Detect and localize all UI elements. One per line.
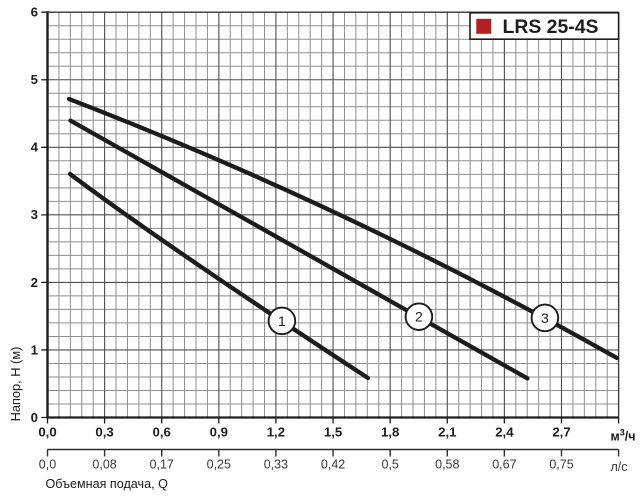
svg-text:м3/ч: м3/ч bbox=[611, 428, 636, 444]
svg-text:1: 1 bbox=[278, 313, 286, 329]
svg-text:2: 2 bbox=[415, 309, 423, 325]
svg-text:Напор, Н (м): Напор, Н (м) bbox=[8, 347, 23, 422]
svg-text:0,0: 0,0 bbox=[38, 425, 56, 440]
svg-text:4: 4 bbox=[31, 140, 39, 155]
svg-text:1,2: 1,2 bbox=[267, 425, 285, 440]
svg-text:0,17: 0,17 bbox=[150, 458, 174, 472]
svg-text:1,8: 1,8 bbox=[381, 425, 399, 440]
svg-text:6: 6 bbox=[31, 5, 38, 20]
svg-text:3: 3 bbox=[541, 310, 549, 326]
svg-text:3: 3 bbox=[31, 207, 38, 222]
svg-text:0,25: 0,25 bbox=[207, 458, 231, 472]
svg-text:Объемная подача, Q: Объемная подача, Q bbox=[46, 477, 169, 491]
svg-text:5: 5 bbox=[31, 72, 38, 87]
svg-text:0,33: 0,33 bbox=[264, 458, 288, 472]
svg-text:0,75: 0,75 bbox=[549, 458, 573, 472]
svg-text:LRS 25-4S: LRS 25-4S bbox=[503, 16, 599, 38]
svg-text:0,6: 0,6 bbox=[153, 425, 171, 440]
svg-text:0,67: 0,67 bbox=[492, 458, 516, 472]
svg-text:л/с: л/с bbox=[611, 460, 628, 474]
svg-text:0,08: 0,08 bbox=[92, 458, 116, 472]
svg-text:0,3: 0,3 bbox=[95, 425, 113, 440]
svg-text:0,5: 0,5 bbox=[382, 458, 399, 472]
svg-text:2,7: 2,7 bbox=[552, 425, 570, 440]
svg-text:2,4: 2,4 bbox=[495, 425, 514, 440]
svg-text:0: 0 bbox=[31, 410, 38, 425]
svg-text:1: 1 bbox=[31, 342, 38, 357]
svg-text:0,9: 0,9 bbox=[210, 425, 228, 440]
svg-text:0,0: 0,0 bbox=[39, 458, 56, 472]
svg-text:2: 2 bbox=[31, 275, 38, 290]
svg-text:2,1: 2,1 bbox=[438, 425, 456, 440]
svg-text:0,42: 0,42 bbox=[321, 458, 345, 472]
svg-text:0,58: 0,58 bbox=[435, 458, 459, 472]
svg-text:1,5: 1,5 bbox=[324, 425, 342, 440]
